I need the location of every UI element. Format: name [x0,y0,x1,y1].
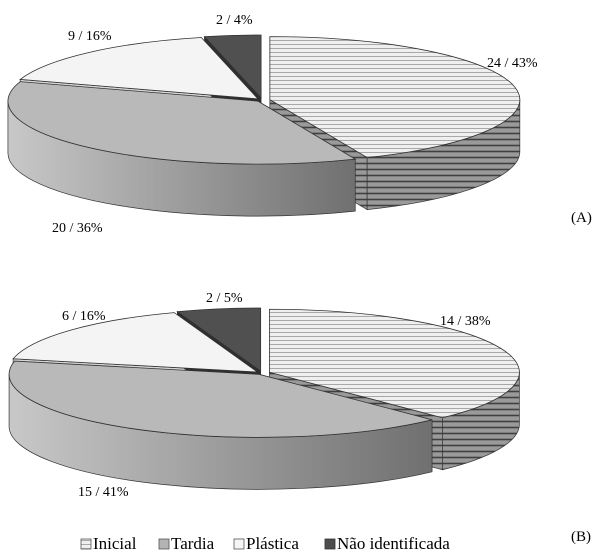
pie-chart-b [8,307,520,490]
legend: Inicial Tardia Plástica Não identificada [80,534,450,553]
pie-b-label-tardia: 15 / 41% [78,485,129,500]
pie-a-label-plastica: 9 / 16% [68,29,112,44]
legend-swatch-inicial [80,538,92,550]
pie-a-slice-inicial [269,36,521,159]
panel-label-b: (B) [571,529,591,545]
pie-a-slice-tardia [7,81,357,165]
legend-item-tardia: Tardia [158,534,215,553]
pie-b-label-inicial: 14 / 38% [440,314,491,329]
panel-label-a: (A) [571,210,592,226]
pie-chart-a [7,34,521,217]
pie-b-label-plastica: 6 / 16% [62,309,106,324]
legend-label-tardia: Tardia [171,534,215,553]
legend-swatch-nao-identificada [324,538,336,550]
pie-b-slice-inicial [269,308,520,419]
legend-label-inicial: Inicial [93,534,137,553]
pie-a-slice-nao-identificada [203,34,262,100]
pie-b-slice-tardia [8,360,433,438]
legend-label-nao-identificada: Não identificada [337,534,450,553]
legend-label-plastica: Plástica [246,534,299,553]
pie-b-slice-plastica [12,312,259,373]
pie-a-label-inicial: 24 / 43% [487,56,538,71]
legend-swatch-plastica [233,538,245,550]
pie-b-slice-nao-identificada [176,307,262,372]
legend-item-inicial: Inicial [80,534,137,553]
pie-a-slice-plastica [19,37,259,100]
pie-a-label-nao-identificada: 2 / 4% [216,13,253,28]
legend-swatch-tardia [158,538,170,550]
pie-b-label-nao-identificada: 2 / 5% [206,291,243,306]
legend-item-nao-identificada: Não identificada [324,534,450,553]
legend-item-plastica: Plástica [233,534,299,553]
pie-a-label-tardia: 20 / 36% [52,221,103,236]
